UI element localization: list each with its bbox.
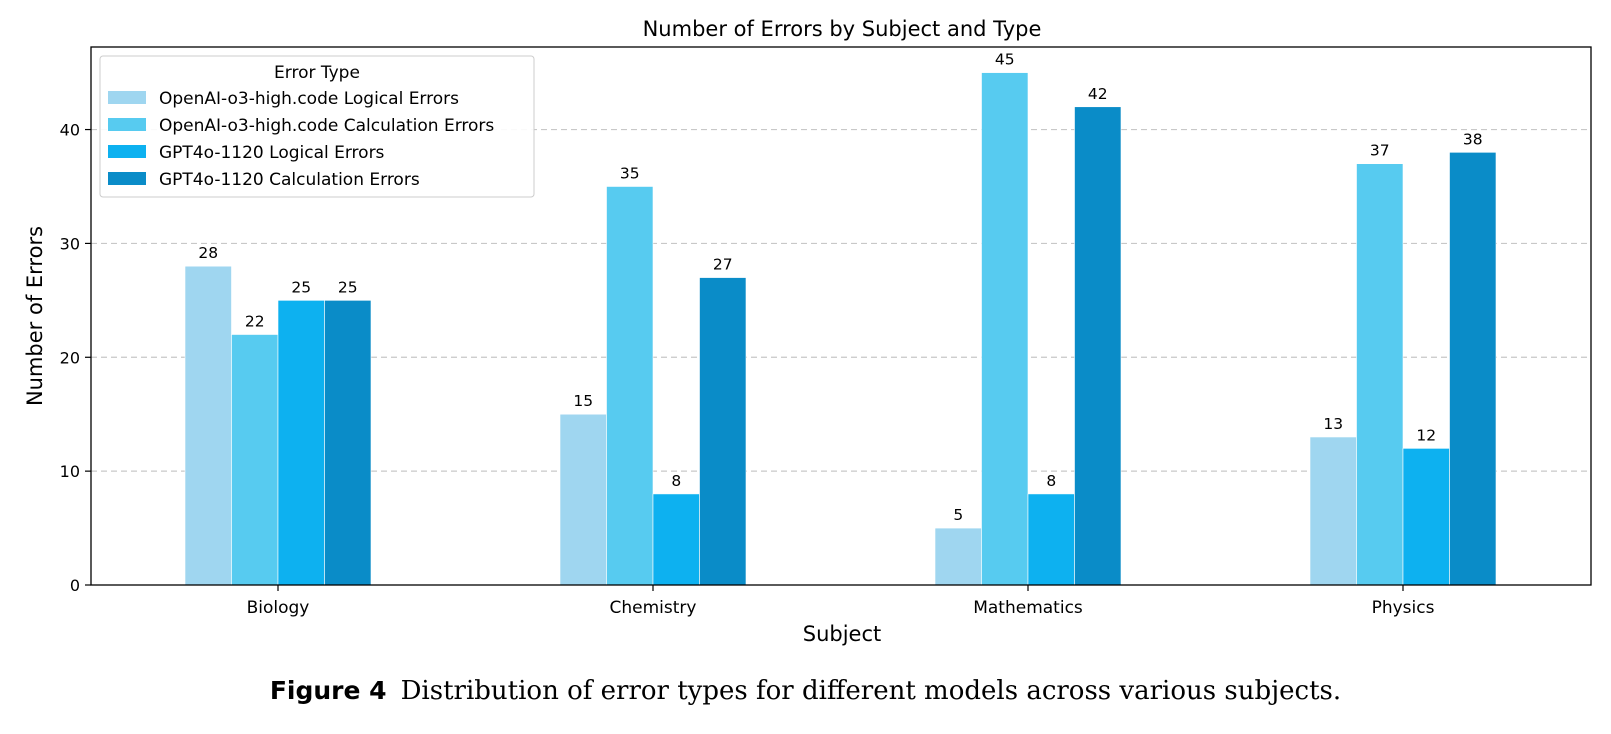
bar xyxy=(1309,436,1357,586)
bar-value-label: 38 xyxy=(1463,130,1483,148)
bar xyxy=(981,72,1029,586)
legend-title: Error Type xyxy=(274,63,360,83)
y-tick-label: 10 xyxy=(60,462,80,481)
x-tick-label: Mathematics xyxy=(973,598,1083,618)
bar xyxy=(652,493,700,586)
bar xyxy=(1356,163,1404,586)
legend-swatch xyxy=(108,91,146,104)
bar-value-label: 8 xyxy=(1046,472,1056,490)
bar-value-label: 37 xyxy=(1370,142,1390,160)
bar-value-label: 15 xyxy=(573,392,593,410)
bar xyxy=(231,334,279,586)
bar-value-label: 8 xyxy=(671,472,681,490)
figure-caption: Figure 4 Distribution of error types for … xyxy=(0,676,1611,706)
x-tick-label: Physics xyxy=(1372,598,1435,618)
bar-value-labels: 28 22 25 25 15 35 8 27 5 45 8 42 13 37 12 38 xyxy=(198,51,1482,524)
bar-value-label: 42 xyxy=(1088,85,1108,103)
legend-entry: OpenAI-o3-high.code Logical Errors xyxy=(159,89,459,109)
caption-text: Distribution of error types for differen… xyxy=(400,676,1342,706)
plot-frame xyxy=(90,46,1592,586)
legend-entry: OpenAI-o3-high.code Calculation Errors xyxy=(159,116,494,136)
legend-swatch xyxy=(108,145,146,158)
bar xyxy=(1402,448,1450,586)
legend: Error Type OpenAI-o3-high.code Logical E… xyxy=(99,55,535,198)
bar xyxy=(1027,493,1075,586)
bar xyxy=(277,300,325,586)
bar-value-label: 12 xyxy=(1416,426,1436,444)
bar-value-label: 25 xyxy=(291,278,311,296)
legend-entry: GPT4o-1120 Logical Errors xyxy=(159,143,385,163)
x-axis: Biology Chemistry Mathematics Physics xyxy=(247,585,1435,618)
bar-value-label: 35 xyxy=(620,164,640,182)
bar xyxy=(934,527,982,586)
bar-value-label: 28 xyxy=(198,244,218,262)
legend-swatch xyxy=(108,118,146,131)
bar-value-label: 5 xyxy=(953,506,963,524)
y-axis-label: Number of Errors xyxy=(23,226,47,406)
bar xyxy=(1449,152,1497,586)
bar xyxy=(1074,106,1122,586)
y-tick-label: 0 xyxy=(70,576,80,595)
bar-value-label: 25 xyxy=(338,278,358,296)
bar xyxy=(699,277,747,586)
bar-value-label: 27 xyxy=(713,256,733,274)
legend-box xyxy=(99,55,535,198)
bars xyxy=(184,72,1497,586)
x-axis-label: Subject xyxy=(803,622,882,646)
legend-entry: GPT4o-1120 Calculation Errors xyxy=(159,170,420,190)
bar-chart: Number of Errors by Subject and Type 282… xyxy=(23,17,1592,646)
bar xyxy=(324,300,372,586)
y-axis: 0 10 20 30 40 xyxy=(60,121,91,595)
chart-title: Number of Errors by Subject and Type xyxy=(643,17,1042,41)
y-tick-label: 20 xyxy=(60,348,80,367)
x-tick-label: Chemistry xyxy=(610,598,697,618)
bar xyxy=(559,413,607,586)
y-tick-label: 30 xyxy=(60,234,80,253)
bar-value-label: 13 xyxy=(1323,415,1343,433)
figure-label: Figure 4 xyxy=(269,676,387,705)
x-tick-label: Biology xyxy=(247,598,310,618)
bar-value-label: 22 xyxy=(245,313,265,331)
bar xyxy=(606,186,654,586)
legend-swatch xyxy=(108,172,146,185)
bar xyxy=(184,265,232,586)
bar-value-label: 45 xyxy=(995,51,1015,69)
y-tick-label: 40 xyxy=(60,121,80,140)
